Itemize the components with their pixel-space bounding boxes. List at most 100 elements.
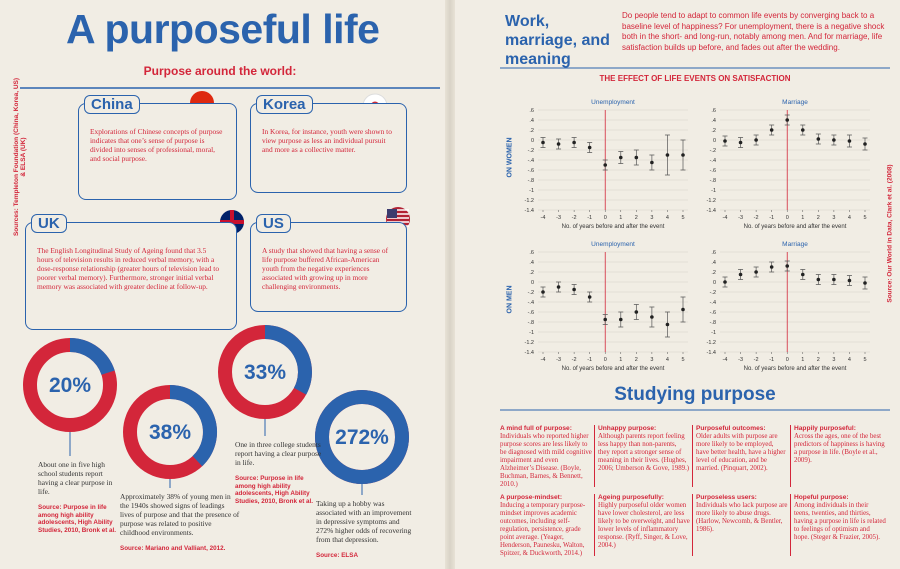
y-tick-label: -1 (711, 330, 716, 336)
page-title: A purposeful life (66, 6, 380, 52)
x-axis-label: No. of years before and after the event (744, 366, 847, 372)
donut-arc (264, 325, 312, 395)
y-tick-label: -1 (529, 330, 534, 336)
data-point (541, 140, 545, 145)
data-point (785, 264, 790, 268)
divider (790, 494, 791, 556)
row-label: ON MEN (506, 285, 514, 314)
box-text: The English Longitudinal Study of Ageing… (37, 246, 220, 291)
donut-label: 33% (244, 361, 286, 384)
x-tick-label: -1 (769, 215, 774, 221)
item-title: Happily purposeful: (794, 425, 856, 432)
y-tick-label: -.4 (528, 158, 534, 164)
donut-arc (315, 390, 409, 484)
y-tick-label: -1.4 (707, 208, 716, 214)
y-tick-label: .2 (529, 128, 534, 134)
y-tick-label: 0 (713, 280, 716, 286)
x-tick-label: 5 (681, 357, 684, 363)
data-point (723, 280, 727, 284)
y-tick-label: -1.4 (707, 350, 716, 356)
y-tick-label: -.8 (710, 320, 716, 326)
x-tick-label: 3 (832, 357, 835, 363)
x-tick-label: -2 (572, 357, 577, 363)
divider (594, 494, 595, 556)
donut-caption: About one in five high school students r… (38, 460, 113, 496)
x-tick-label: 4 (666, 357, 669, 363)
data-point (800, 272, 805, 277)
row-label: ON WOMEN (506, 137, 514, 178)
divider (692, 494, 693, 556)
subtitle: Purpose around the world: (143, 64, 297, 78)
data-point (863, 281, 867, 285)
data-point (785, 118, 790, 122)
item-text: Although parents report feeling less hap… (598, 433, 690, 472)
data-point (738, 272, 743, 277)
y-tick-label: -.6 (710, 310, 716, 316)
x-tick-label: -1 (769, 357, 774, 363)
item-text: Highly purposeful older women have lower… (598, 502, 690, 549)
y-tick-label: 0 (531, 280, 534, 286)
y-tick-label: .2 (711, 270, 716, 276)
y-tick-label: .2 (529, 270, 534, 276)
donut-caption: One in three college students report hav… (235, 440, 322, 467)
item-text: Across the ages, one of the best predict… (794, 433, 885, 464)
data-point (587, 145, 592, 150)
country-box (78, 103, 237, 200)
box-title: US (256, 214, 291, 233)
data-point (618, 317, 623, 322)
flag (387, 209, 397, 218)
y-tick-label: .6 (711, 250, 716, 256)
country-box (25, 222, 237, 330)
x-tick-label: 3 (650, 215, 653, 221)
side-source: Sources: Templeton Foundation (China, Ko… (13, 77, 27, 237)
y-tick-label: -1.2 (525, 198, 534, 204)
donut-caption: Approximately 38% of young men in the 19… (120, 492, 240, 537)
data-point (723, 139, 727, 143)
x-tick-label: 2 (817, 215, 820, 221)
box-title: China (84, 95, 140, 114)
y-tick-label: -.4 (710, 300, 716, 306)
x-tick-label: 5 (681, 215, 684, 221)
data-point (556, 142, 561, 146)
x-tick-label: 0 (786, 357, 789, 363)
data-point (816, 277, 821, 282)
item-title: Purposeless users: (696, 494, 757, 501)
x-tick-label: 0 (604, 215, 607, 221)
x-tick-label: 2 (817, 357, 820, 363)
data-point (587, 295, 592, 299)
intro: Do people tend to adapt to common life e… (622, 11, 885, 52)
y-tick-label: -.4 (528, 300, 534, 306)
section-title: Work, marriage, and meaning (505, 13, 610, 68)
y-tick-label: .6 (529, 250, 534, 256)
x-tick-label: -4 (723, 357, 728, 363)
country-box (250, 222, 407, 312)
y-tick-label: 0 (713, 138, 716, 144)
item-text: Older adults with purpose are more likel… (696, 433, 786, 472)
data-point (754, 138, 758, 142)
donut-arc (169, 385, 217, 467)
data-point (650, 315, 654, 319)
x-tick-label: -3 (556, 215, 561, 221)
x-tick-label: -1 (587, 215, 592, 221)
y-tick-label: -1.2 (707, 198, 716, 204)
y-tick-label: -.2 (710, 148, 716, 154)
x-tick-label: 1 (619, 215, 622, 221)
x-tick-label: 2 (635, 215, 638, 221)
x-tick-label: -2 (572, 215, 577, 221)
data-point (603, 317, 608, 322)
item-text: Individuals who lack purpose are more li… (696, 502, 788, 533)
x-tick-label: 5 (863, 357, 866, 363)
donut-caption: Taking up a hobby was associated with an… (316, 499, 412, 544)
y-tick-label: 0 (531, 138, 534, 144)
x-tick-label: 4 (848, 215, 851, 221)
y-tick-label: .4 (529, 260, 534, 266)
x-tick-label: 0 (786, 215, 789, 221)
box-text: A study that showed that having a sense … (262, 246, 389, 291)
data-point (754, 270, 758, 274)
item-text: Inducing a temporary purpose-mindset imp… (500, 502, 586, 557)
donut-arc (69, 338, 115, 376)
x-tick-label: 3 (832, 215, 835, 221)
donut-label: 20% (49, 374, 91, 397)
x-axis-label: No. of years before and after the event (744, 224, 847, 230)
y-tick-label: -1.4 (525, 350, 534, 356)
